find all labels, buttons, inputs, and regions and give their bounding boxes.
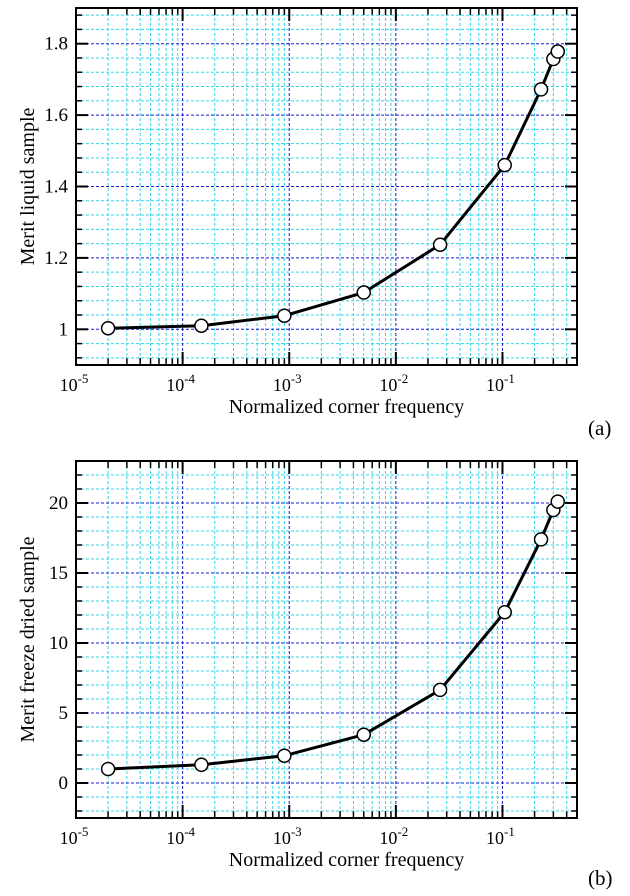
- data-point: [100, 761, 116, 777]
- x-tick-label: 10-1: [486, 371, 515, 395]
- y-tick-label: 20: [49, 493, 68, 514]
- y-tick-label: 1.2: [44, 248, 68, 269]
- data-point: [356, 727, 372, 742]
- x-tick-label: 10-3: [273, 824, 302, 848]
- chart-b: 10-5 10-4 10-3 10-2 10-1 0 5 10 15 20 Normalized c…: [17, 460, 578, 871]
- data-point: [497, 604, 512, 620]
- data-point: [277, 748, 292, 763]
- x-tick-label: 10-1: [486, 824, 515, 848]
- series-line: [108, 500, 560, 771]
- y-tick-label: 15: [49, 563, 68, 584]
- x-axis-label: Normalized corner frequency: [229, 849, 464, 871]
- y-axis-label: Merit freeze dried sample: [17, 536, 39, 742]
- x-tick-label: 10-2: [379, 371, 408, 395]
- data-point: [277, 308, 292, 323]
- data-point: [497, 157, 512, 173]
- x-tick-label: 10-4: [166, 824, 195, 848]
- x-tick-label: 10-3: [273, 371, 302, 395]
- data-point: [432, 682, 448, 698]
- data-point: [194, 318, 209, 333]
- y-tick-label: 1.6: [44, 105, 68, 126]
- data-point: [550, 44, 566, 59]
- chart-a: 10-5 10-4 10-3 10-2 10-1 1 1.2 1.4 1.6 1.8 Normali…: [17, 7, 578, 418]
- y-tick-label: 1.8: [44, 34, 68, 55]
- x-tick-label: 10-5: [60, 824, 89, 848]
- plot-frame: [75, 460, 578, 819]
- panel-label-a: (a): [588, 416, 612, 440]
- y-tick-label: 0: [59, 773, 69, 794]
- x-tick-label: 10-4: [166, 371, 195, 395]
- data-point: [533, 82, 549, 97]
- x-tick-label: 10-5: [60, 371, 89, 395]
- x-axis-label: Normalized corner frequency: [229, 396, 464, 418]
- data-point: [100, 320, 116, 336]
- y-tick-label: 1.4: [44, 177, 68, 198]
- data-point: [432, 237, 448, 252]
- y-tick-label: 1: [59, 319, 69, 340]
- data-point: [356, 285, 372, 300]
- y-tick-label: 10: [49, 633, 68, 654]
- plot-frame: [75, 7, 578, 366]
- data-point: [533, 532, 549, 547]
- x-tick-label: 10-2: [379, 824, 408, 848]
- y-tick-label: 5: [59, 703, 69, 724]
- data-point: [194, 757, 209, 773]
- data-point: [550, 494, 566, 509]
- y-axis-label: Merit liquid sample: [17, 108, 39, 266]
- panel-label-b: (b): [588, 866, 613, 890]
